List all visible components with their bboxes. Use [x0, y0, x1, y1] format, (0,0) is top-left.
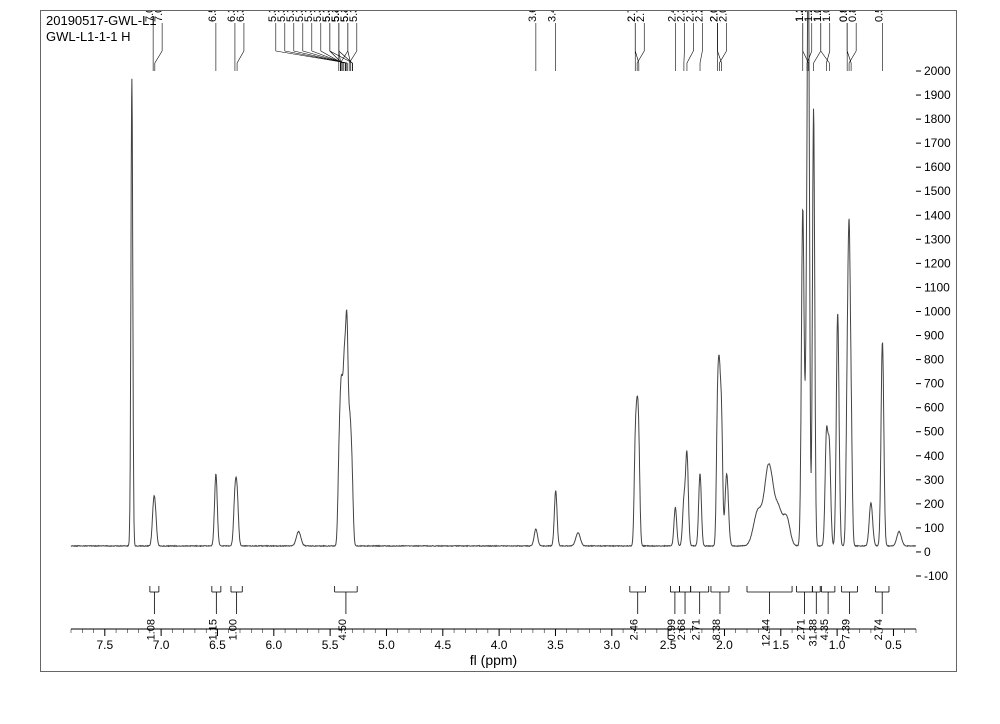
integral-label: 2.71 [795, 619, 807, 640]
sample-label-1: 20190517-GWL-L1 [46, 13, 157, 28]
y-tick-label: 1000 [924, 304, 951, 318]
integral-label: 7.39 [841, 619, 853, 640]
x-tick-label: 5.0 [378, 638, 395, 652]
y-tick-label: 0 [924, 545, 931, 559]
peak-label: 2.026 [708, 11, 720, 22]
y-tick-label: 300 [924, 473, 944, 487]
peak-label: 1.254 [794, 11, 806, 22]
nmr-figure: 7.57.06.56.05.55.04.54.03.53.02.52.01.51… [40, 10, 957, 672]
integral-label: 2.74 [873, 619, 885, 640]
integral-label: 31.38 [807, 619, 819, 647]
integral-label: 4.35 [819, 619, 831, 640]
peak-label: 3.498 [547, 11, 559, 22]
peak-label: 3.674 [527, 11, 539, 22]
nmr-svg: 7.57.06.56.05.55.04.54.03.53.02.52.01.51… [41, 11, 956, 671]
integral-label: 1.15 [207, 619, 219, 640]
x-tick-label: 7.5 [96, 638, 113, 652]
y-tick-label: 1600 [924, 160, 951, 174]
peak-label: 5.301 [321, 11, 333, 22]
integral-label: 12.44 [761, 619, 773, 647]
peak-label: 1.069 [812, 11, 824, 22]
y-tick-label: 1800 [924, 112, 951, 126]
y-tick-label: 100 [924, 521, 944, 535]
peak-label: 6.514 [207, 11, 219, 22]
x-tick-label: 1.5 [772, 638, 789, 652]
y-tick-label: 1400 [924, 208, 951, 222]
y-tick-label: 600 [924, 401, 944, 415]
peak-label: 2.760 [626, 11, 638, 22]
peak-label: 2.217 [693, 11, 705, 22]
y-tick-label: 700 [924, 377, 944, 391]
y-tick-label: 1900 [924, 88, 951, 102]
y-tick-label: 1700 [924, 136, 951, 150]
y-tick-label: 1200 [924, 256, 951, 270]
x-axis-label: fl (ppm) [470, 652, 517, 668]
integral-label: 1.00 [228, 619, 240, 640]
y-tick-label: 400 [924, 449, 944, 463]
sample-label-2: GWL-L1-1-1 H [46, 29, 131, 44]
x-tick-label: 4.5 [434, 638, 451, 652]
x-tick-label: 3.5 [547, 638, 564, 652]
y-tick-label: 800 [924, 353, 944, 367]
x-tick-label: 3.0 [603, 638, 620, 652]
y-tick-label: 1500 [924, 184, 951, 198]
x-tick-label: 4.0 [491, 638, 508, 652]
integral-label: 4.50 [337, 619, 349, 640]
y-tick-label: 2000 [924, 64, 951, 78]
integral-label: 8.38 [711, 619, 723, 640]
integral-label: 1.08 [145, 619, 157, 640]
integral-label: 2.68 [676, 619, 688, 640]
peak-label: 6.326 [235, 11, 247, 22]
y-tick-label: -100 [924, 569, 948, 583]
spectrum-trace [71, 11, 916, 546]
y-tick-label: 1300 [924, 232, 951, 246]
peak-label: 0.598 [873, 11, 885, 22]
x-tick-label: 0.5 [885, 638, 902, 652]
y-tick-label: 200 [924, 497, 944, 511]
integral-label: 2.46 [629, 619, 641, 640]
y-tick-label: 500 [924, 425, 944, 439]
integral-label: 2.71 [691, 619, 703, 640]
y-tick-label: 900 [924, 329, 944, 343]
y-tick-label: 1100 [924, 280, 950, 294]
peak-label: 0.876 [838, 11, 850, 22]
x-tick-label: 6.0 [265, 638, 282, 652]
peak-label: 5.348 [267, 11, 279, 22]
